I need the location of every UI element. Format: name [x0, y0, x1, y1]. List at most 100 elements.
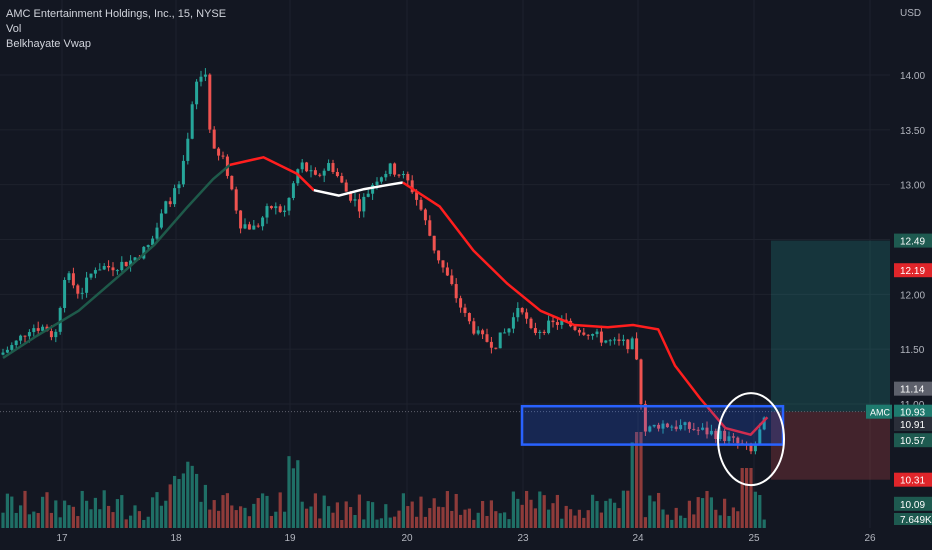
candle — [186, 132, 190, 165]
volume-bar — [287, 456, 291, 528]
candle-body — [573, 326, 577, 330]
time-tick-label: 25 — [748, 533, 760, 544]
volume-bar — [313, 493, 317, 528]
time-axis-bg — [0, 528, 890, 550]
volume-indicator-label[interactable]: Vol — [6, 23, 22, 35]
volume-bar — [538, 491, 542, 528]
candle-body — [98, 269, 102, 271]
candle-body — [164, 201, 168, 214]
volume-bar — [714, 509, 718, 528]
volume-bar — [173, 475, 177, 528]
volume-bar — [608, 498, 612, 528]
candle — [331, 159, 335, 175]
candle — [313, 167, 317, 176]
candle — [485, 328, 489, 343]
candle-body — [577, 329, 581, 333]
tag-stop-loss-bg — [894, 472, 932, 487]
volume-bar — [692, 514, 696, 528]
candle — [657, 422, 661, 432]
candle — [217, 147, 221, 161]
drawings[interactable] — [520, 392, 785, 487]
tag-1057-bg — [894, 433, 932, 448]
candle — [261, 215, 265, 231]
volume-bar — [437, 506, 441, 528]
volume-bar — [269, 515, 273, 528]
time-axis[interactable]: 17 18 19 20 23 24 25 26 — [0, 528, 890, 550]
candle — [670, 424, 674, 431]
volume-bar — [203, 484, 207, 528]
candle-body — [533, 328, 537, 333]
candle — [129, 255, 133, 272]
volume-bar — [555, 494, 559, 528]
tag-1009-text: 10.09 — [900, 500, 925, 511]
candle-body — [652, 424, 656, 427]
candle — [19, 334, 23, 345]
volume-bar — [560, 518, 564, 528]
candle — [472, 317, 476, 336]
candle-body — [344, 182, 348, 192]
candle — [459, 295, 463, 313]
candle-body — [731, 436, 735, 438]
candle-body — [670, 426, 674, 428]
candle — [423, 208, 427, 226]
candle — [199, 70, 203, 87]
volume-bar — [410, 501, 414, 528]
candle — [340, 172, 344, 184]
currency-label: USD — [900, 8, 921, 19]
volume-bar — [344, 501, 348, 528]
candle-body — [129, 260, 133, 267]
tag-volume-bg — [894, 513, 932, 525]
volume-bar — [459, 514, 463, 528]
candle-body — [397, 174, 401, 176]
price-tick-label: 13.50 — [900, 126, 925, 137]
volume-bar — [67, 505, 71, 528]
candle-body — [441, 260, 445, 268]
volume-bar — [195, 473, 199, 528]
candle — [393, 162, 397, 177]
candle — [582, 327, 586, 336]
candle-body — [309, 170, 313, 172]
candle-body — [115, 270, 119, 272]
candle-body — [494, 347, 498, 349]
candle — [85, 271, 89, 298]
candle — [520, 307, 524, 315]
candle — [489, 336, 493, 354]
long-position-tool[interactable] — [0, 240, 890, 480]
candle — [362, 193, 366, 218]
candle-body — [419, 199, 423, 210]
candle-body — [410, 180, 414, 193]
volume-bar — [467, 508, 471, 528]
volume-bar — [32, 511, 36, 528]
volume-bar — [595, 501, 599, 528]
candle — [230, 175, 234, 191]
candle-body — [107, 265, 111, 268]
volume-bar — [533, 508, 537, 528]
candle — [397, 173, 401, 178]
volume-bar — [679, 515, 683, 528]
candle-body — [661, 423, 665, 429]
volume-bar — [379, 518, 383, 528]
vwap-indicator-label[interactable]: Belkhayate Vwap — [6, 38, 91, 50]
candle-body — [313, 170, 317, 175]
candle — [318, 173, 322, 178]
volume-bar — [388, 517, 392, 528]
volume-bar — [397, 510, 401, 528]
candle-body — [353, 199, 357, 201]
volume-bar — [577, 509, 581, 528]
candle-body — [560, 319, 564, 325]
candle-body — [58, 307, 62, 332]
vwap-segment — [229, 156, 315, 192]
candle — [538, 329, 542, 340]
candle — [542, 329, 546, 336]
candle — [388, 162, 392, 177]
volume-bar — [503, 512, 507, 528]
candle-body — [538, 331, 542, 333]
candle — [736, 436, 740, 449]
symbol-title[interactable]: AMC Entertainment Holdings, Inc., 15, NY… — [6, 8, 227, 20]
volume-bar — [225, 493, 229, 528]
volume-bar — [745, 468, 749, 528]
candle — [41, 324, 45, 332]
candle-body — [503, 332, 507, 334]
volume-bar — [63, 500, 67, 528]
